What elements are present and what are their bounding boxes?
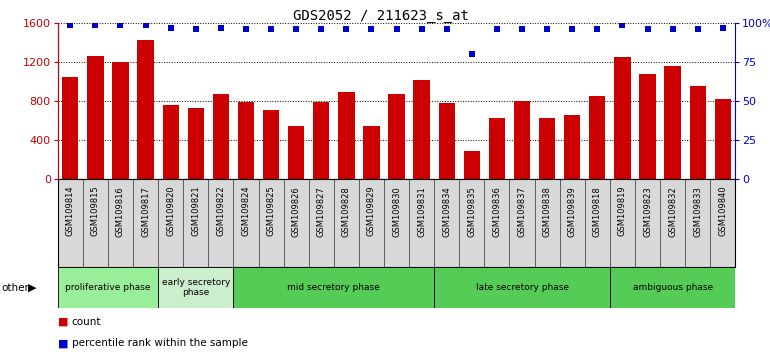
Bar bbox=[58, 267, 158, 308]
Text: GSM109830: GSM109830 bbox=[392, 186, 401, 236]
Text: GSM109822: GSM109822 bbox=[216, 186, 226, 236]
Text: ▶: ▶ bbox=[28, 282, 37, 293]
Point bbox=[265, 27, 277, 32]
Point bbox=[340, 27, 353, 32]
Point bbox=[667, 27, 679, 32]
Bar bbox=[564, 115, 581, 179]
Bar bbox=[690, 86, 706, 179]
Bar bbox=[62, 76, 79, 179]
Text: count: count bbox=[72, 317, 101, 327]
Point bbox=[139, 22, 152, 27]
Text: GSM109818: GSM109818 bbox=[593, 186, 602, 236]
Bar bbox=[614, 57, 631, 179]
Text: GSM109832: GSM109832 bbox=[668, 186, 677, 236]
Text: GSM109817: GSM109817 bbox=[141, 186, 150, 236]
Text: GSM109815: GSM109815 bbox=[91, 186, 100, 236]
Bar bbox=[87, 56, 103, 179]
Bar bbox=[610, 267, 735, 308]
Point bbox=[89, 22, 102, 27]
Bar bbox=[514, 101, 531, 179]
Text: GSM109835: GSM109835 bbox=[467, 186, 477, 236]
Bar bbox=[137, 40, 154, 179]
Text: GSM109837: GSM109837 bbox=[517, 186, 527, 237]
Text: GSM109819: GSM109819 bbox=[618, 186, 627, 236]
Bar bbox=[489, 118, 505, 179]
Bar bbox=[238, 102, 254, 179]
Point bbox=[566, 27, 578, 32]
Text: GSM109825: GSM109825 bbox=[266, 186, 276, 236]
Text: ■: ■ bbox=[58, 338, 69, 348]
Bar bbox=[665, 66, 681, 179]
Bar bbox=[388, 94, 405, 179]
Bar bbox=[434, 267, 610, 308]
Text: GSM109829: GSM109829 bbox=[367, 186, 376, 236]
Text: ■: ■ bbox=[58, 317, 69, 327]
Bar bbox=[338, 92, 354, 179]
Text: GSM109836: GSM109836 bbox=[493, 186, 501, 237]
Point bbox=[490, 27, 503, 32]
Point bbox=[616, 22, 628, 27]
Bar bbox=[715, 99, 731, 179]
Text: GSM109821: GSM109821 bbox=[191, 186, 200, 236]
Bar bbox=[263, 110, 280, 179]
Bar bbox=[158, 267, 233, 308]
Text: GSM109834: GSM109834 bbox=[442, 186, 451, 236]
Point bbox=[315, 27, 327, 32]
Text: late secretory phase: late secretory phase bbox=[476, 283, 568, 292]
Point bbox=[365, 27, 377, 32]
Text: GSM109816: GSM109816 bbox=[116, 186, 125, 236]
Bar bbox=[539, 118, 555, 179]
Bar bbox=[162, 105, 179, 179]
Point bbox=[466, 51, 478, 57]
Bar bbox=[188, 108, 204, 179]
Text: GSM109831: GSM109831 bbox=[417, 186, 426, 236]
Point bbox=[591, 27, 604, 32]
Text: GSM109839: GSM109839 bbox=[567, 186, 577, 236]
Point bbox=[165, 25, 177, 30]
Text: early secretory
phase: early secretory phase bbox=[162, 278, 230, 297]
Bar bbox=[313, 102, 330, 179]
Text: GSM109820: GSM109820 bbox=[166, 186, 176, 236]
Text: mid secretory phase: mid secretory phase bbox=[287, 283, 380, 292]
Bar bbox=[288, 126, 304, 179]
Point bbox=[541, 27, 554, 32]
Bar bbox=[589, 96, 605, 179]
Point bbox=[416, 27, 428, 32]
Point bbox=[189, 27, 202, 32]
Bar bbox=[413, 80, 430, 179]
Text: ambiguous phase: ambiguous phase bbox=[632, 283, 713, 292]
Point bbox=[64, 22, 76, 27]
Text: percentile rank within the sample: percentile rank within the sample bbox=[72, 338, 247, 348]
Text: GSM109833: GSM109833 bbox=[693, 186, 702, 237]
Text: GSM109823: GSM109823 bbox=[643, 186, 652, 236]
Bar bbox=[112, 62, 129, 179]
Text: proliferative phase: proliferative phase bbox=[65, 283, 151, 292]
Point bbox=[239, 27, 252, 32]
Point bbox=[641, 27, 654, 32]
Point bbox=[114, 22, 126, 27]
Bar bbox=[233, 267, 434, 308]
Text: GSM109840: GSM109840 bbox=[718, 186, 728, 236]
Bar bbox=[439, 103, 455, 179]
Bar bbox=[639, 74, 656, 179]
Bar bbox=[213, 94, 229, 179]
Text: GDS2052 / 211623_s_at: GDS2052 / 211623_s_at bbox=[293, 9, 469, 23]
Point bbox=[215, 25, 227, 30]
Text: GSM109814: GSM109814 bbox=[65, 186, 75, 236]
Point bbox=[717, 25, 729, 30]
Point bbox=[516, 27, 528, 32]
Point bbox=[691, 27, 704, 32]
Text: GSM109838: GSM109838 bbox=[543, 186, 551, 237]
Text: GSM109828: GSM109828 bbox=[342, 186, 351, 236]
Point bbox=[290, 27, 303, 32]
Bar bbox=[363, 126, 380, 179]
Point bbox=[440, 27, 453, 32]
Text: GSM109824: GSM109824 bbox=[242, 186, 250, 236]
Text: other: other bbox=[2, 282, 29, 293]
Text: GSM109827: GSM109827 bbox=[316, 186, 326, 236]
Text: GSM109826: GSM109826 bbox=[292, 186, 300, 236]
Point bbox=[390, 27, 403, 32]
Bar bbox=[464, 150, 480, 179]
